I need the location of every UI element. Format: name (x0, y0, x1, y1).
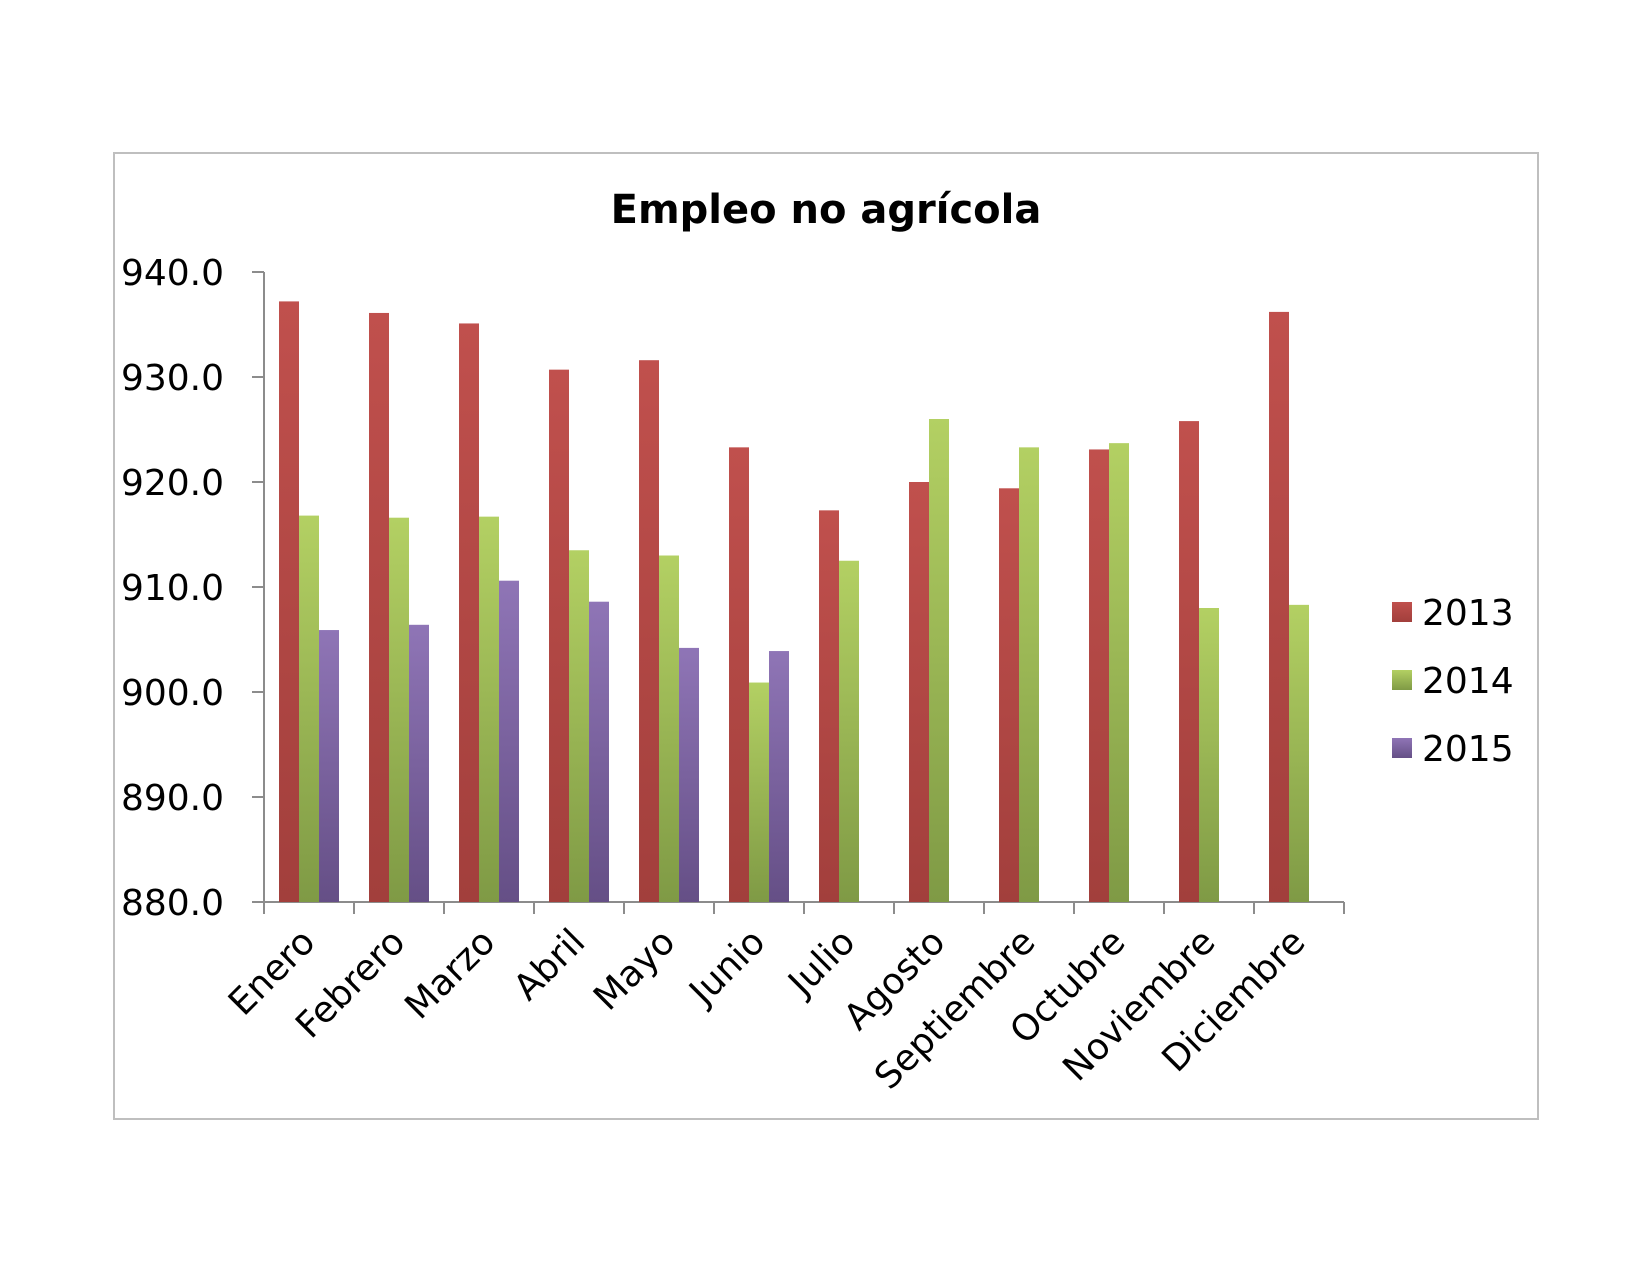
bar-2013-mayo (639, 360, 659, 902)
bar-2015-febrero (409, 624, 429, 902)
legend-label-2014: 2014 (1422, 661, 1514, 702)
axes: 880.0 890.0 900.0 910.0 920.0 930.0 940.0 (121, 253, 1345, 924)
y-tick-label: 910.0 (121, 568, 224, 609)
chart-title: Empleo no agrícola (611, 187, 1042, 233)
bar-2013-septiembre (999, 488, 1019, 902)
bar-2014-mayo (659, 555, 679, 902)
bar-2015-marzo (499, 580, 519, 902)
legend-label-2015: 2015 (1422, 729, 1514, 770)
bar-2015-junio (769, 651, 789, 902)
bar-2014-junio (749, 682, 769, 902)
bar-2013-febrero (369, 312, 389, 902)
bar-2014-septiembre (1019, 447, 1039, 902)
bar-2013-agosto (909, 482, 929, 902)
legend-swatch-2014 (1392, 670, 1412, 690)
bar-2014-enero (299, 515, 319, 902)
bar-2013-abril (549, 369, 569, 902)
bar-2014-abril (569, 550, 589, 902)
bar-2014-marzo (479, 516, 499, 902)
bars (279, 301, 1309, 902)
y-tick-label: 890.0 (121, 778, 224, 819)
y-tick-label: 920.0 (121, 463, 224, 504)
bar-2013-julio (819, 510, 839, 902)
y-tick-label: 930.0 (121, 358, 224, 399)
bar-2015-mayo (679, 647, 699, 902)
bar-2013-marzo (459, 323, 479, 902)
y-tick-label: 880.0 (121, 883, 224, 924)
bar-2013-diciembre (1269, 311, 1289, 902)
bar-2014-diciembre (1289, 604, 1309, 902)
legend-swatch-2013 (1392, 602, 1412, 622)
bar-2014-agosto (929, 419, 949, 902)
y-tick-label: 900.0 (121, 673, 224, 714)
bar-2014-febrero (389, 517, 409, 902)
legend-label-2013: 2013 (1422, 593, 1514, 634)
bar-2013-enero (279, 301, 299, 902)
bar-2013-junio (729, 447, 749, 902)
bar-2014-noviembre (1199, 608, 1219, 902)
bar-2013-octubre (1089, 449, 1109, 902)
legend: 2013 2014 2015 (1392, 593, 1514, 770)
bar-2015-abril (589, 601, 609, 902)
bar-2014-octubre (1109, 443, 1129, 902)
bar-2015-enero (319, 630, 339, 902)
legend-swatch-2015 (1392, 738, 1412, 758)
bar-2014-julio (839, 560, 859, 902)
bar-2013-noviembre (1179, 421, 1199, 902)
y-tick-label: 940.0 (121, 253, 224, 294)
